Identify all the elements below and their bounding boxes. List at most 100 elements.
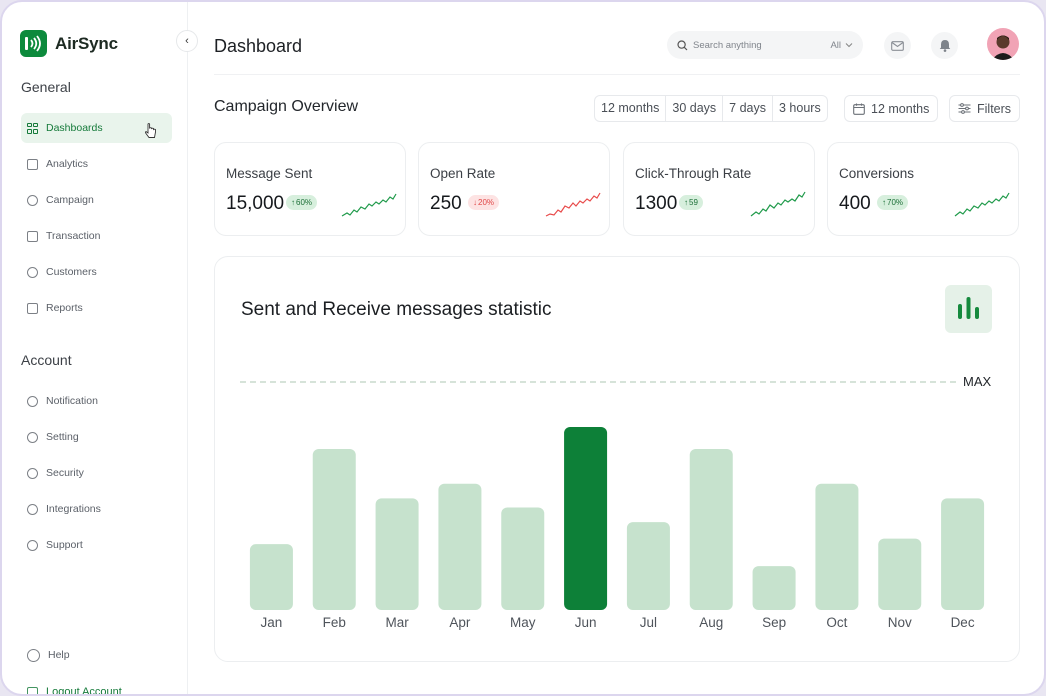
kpi-label: Click-Through Rate xyxy=(635,166,752,181)
search-icon xyxy=(677,39,688,50)
bar-oct[interactable] xyxy=(815,483,859,610)
bell-icon xyxy=(27,395,38,407)
kpi-change: 60% xyxy=(296,198,313,207)
sidebar-item-transaction[interactable]: Transaction xyxy=(21,221,172,251)
sidebar-item-customers[interactable]: Customers xyxy=(21,257,172,287)
sidebar-item-label: Security xyxy=(46,467,84,479)
sidebar-item-label: Analytics xyxy=(46,158,89,170)
sidebar-item-label: Integrations xyxy=(46,503,101,515)
sparkline-chart xyxy=(545,192,601,217)
page-title: Dashboard xyxy=(214,36,303,56)
range-option-30-days[interactable]: 30 days xyxy=(666,96,724,121)
header-divider xyxy=(214,74,1020,75)
kpi-value: 250 xyxy=(430,193,462,214)
sidebar-item-security[interactable]: Security xyxy=(21,458,172,488)
filters-label: Filters xyxy=(977,101,1012,116)
range-segmented-control: 12 months 30 days 7 days 3 hours xyxy=(594,95,828,122)
date-range-label: 12 months xyxy=(871,101,930,116)
x-tick-label: Aug xyxy=(699,615,723,630)
bar-sep[interactable] xyxy=(752,566,796,610)
bar-jul[interactable] xyxy=(626,522,670,610)
x-tick-label: Dec xyxy=(951,615,975,630)
x-tick-label: Sep xyxy=(762,615,786,630)
sparkline-chart xyxy=(341,193,397,217)
arrow-up-icon: ↑ xyxy=(684,198,688,207)
sidebar-item-reports[interactable]: Reports xyxy=(21,293,172,323)
sidebar-item-setting[interactable]: Setting xyxy=(21,422,172,452)
airsync-logo-icon xyxy=(20,30,47,57)
bar-aug[interactable] xyxy=(689,448,733,610)
sidebar-item-label: Customers xyxy=(46,266,97,278)
sliders-icon xyxy=(958,103,971,114)
bar-feb[interactable] xyxy=(312,448,356,610)
chevron-down-icon xyxy=(845,43,853,48)
sparkline-chart xyxy=(954,192,1010,217)
chevron-left-icon: ‹ xyxy=(185,35,189,47)
arrow-up-icon: ↑ xyxy=(291,198,295,207)
x-tick-label: Jul xyxy=(640,615,657,630)
search-scope-select[interactable]: All xyxy=(830,40,853,51)
kpi-label: Message Sent xyxy=(226,166,313,181)
sidebar-item-integrations[interactable]: Integrations xyxy=(21,494,172,524)
bar-chart-icon xyxy=(958,297,979,319)
chart-type-button[interactable] xyxy=(945,285,992,333)
section-title-general: General xyxy=(21,79,71,95)
x-tick-label: Jun xyxy=(575,615,597,630)
sidebar-item-help[interactable]: Help xyxy=(21,640,172,670)
kpi-change: 70% xyxy=(887,198,904,207)
bar-chart: Jan Feb Mar Apr May Jun Jul Aug Sep Oct Nov Dec xyxy=(249,427,985,630)
bar-jan[interactable] xyxy=(249,544,293,610)
logout-button[interactable]: Logout Account xyxy=(21,677,172,694)
collapse-sidebar-button[interactable]: ‹ xyxy=(176,30,198,52)
bar-apr[interactable] xyxy=(438,483,482,610)
sidebar-item-label: Campaign xyxy=(46,194,94,206)
kpi-card-open-rate[interactable]: Open Rate 250 ↓ 20% xyxy=(418,142,610,236)
range-option-12-months[interactable]: 12 months xyxy=(595,96,667,121)
kpi-change-badge: ↑ 70% xyxy=(877,195,909,210)
messages-button[interactable] xyxy=(884,32,911,59)
x-tick-label: Jan xyxy=(261,615,283,630)
sidebar-item-dashboards[interactable]: Dashboards xyxy=(21,113,172,143)
kpi-card-click-through-rate[interactable]: Click-Through Rate 1300 ↑ 59 xyxy=(623,142,815,236)
notifications-button[interactable] xyxy=(931,32,958,59)
kpi-change: 20% xyxy=(478,198,495,207)
arrow-down-icon: ↓ xyxy=(473,198,477,207)
brand[interactable]: AirSync xyxy=(20,30,118,57)
kpi-value: 400 xyxy=(839,193,871,214)
date-range-button[interactable]: 12 months xyxy=(844,95,939,122)
sidebar-item-support[interactable]: Support xyxy=(21,530,172,560)
megaphone-icon xyxy=(27,194,38,206)
sidebar-item-label: Dashboards xyxy=(46,122,103,134)
sidebar-item-analytics[interactable]: Analytics xyxy=(21,149,172,179)
max-reference-line xyxy=(240,381,956,383)
sidebar-item-label: Help xyxy=(48,649,70,661)
shield-icon xyxy=(27,467,38,479)
support-icon xyxy=(27,539,38,551)
user-avatar[interactable] xyxy=(987,28,1019,60)
bell-icon xyxy=(939,40,950,52)
filters-button[interactable]: Filters xyxy=(949,95,1021,122)
search-input[interactable]: Search anything All xyxy=(667,31,863,59)
x-tick-label: Mar xyxy=(385,615,409,630)
avatar-person-icon xyxy=(991,35,1015,60)
bar-mar[interactable] xyxy=(375,498,419,610)
bar-jun[interactable] xyxy=(564,427,608,610)
kpi-label: Open Rate xyxy=(430,166,496,181)
x-tick-label: Nov xyxy=(888,615,912,630)
range-option-7-days[interactable]: 7 days xyxy=(723,96,773,121)
kpi-change-badge: ↓ 20% xyxy=(468,195,500,210)
kpi-card-message-sent[interactable]: Message Sent 15,000 ↑ 60% xyxy=(214,142,406,236)
kpi-card-conversions[interactable]: Conversions 400 ↑ 70% xyxy=(827,142,1019,236)
document-icon xyxy=(27,302,38,314)
range-option-3-hours[interactable]: 3 hours xyxy=(779,101,821,115)
integrations-icon xyxy=(27,503,38,515)
x-tick-label: Apr xyxy=(449,615,471,630)
bar-nov[interactable] xyxy=(878,538,922,610)
bar-may[interactable] xyxy=(501,507,545,610)
bar-dec[interactable] xyxy=(941,498,985,610)
sidebar-item-campaign[interactable]: Campaign xyxy=(21,185,172,215)
sidebar-item-notification[interactable]: Notification xyxy=(21,386,172,416)
brand-name: AirSync xyxy=(55,33,118,53)
chart-icon xyxy=(27,158,38,170)
